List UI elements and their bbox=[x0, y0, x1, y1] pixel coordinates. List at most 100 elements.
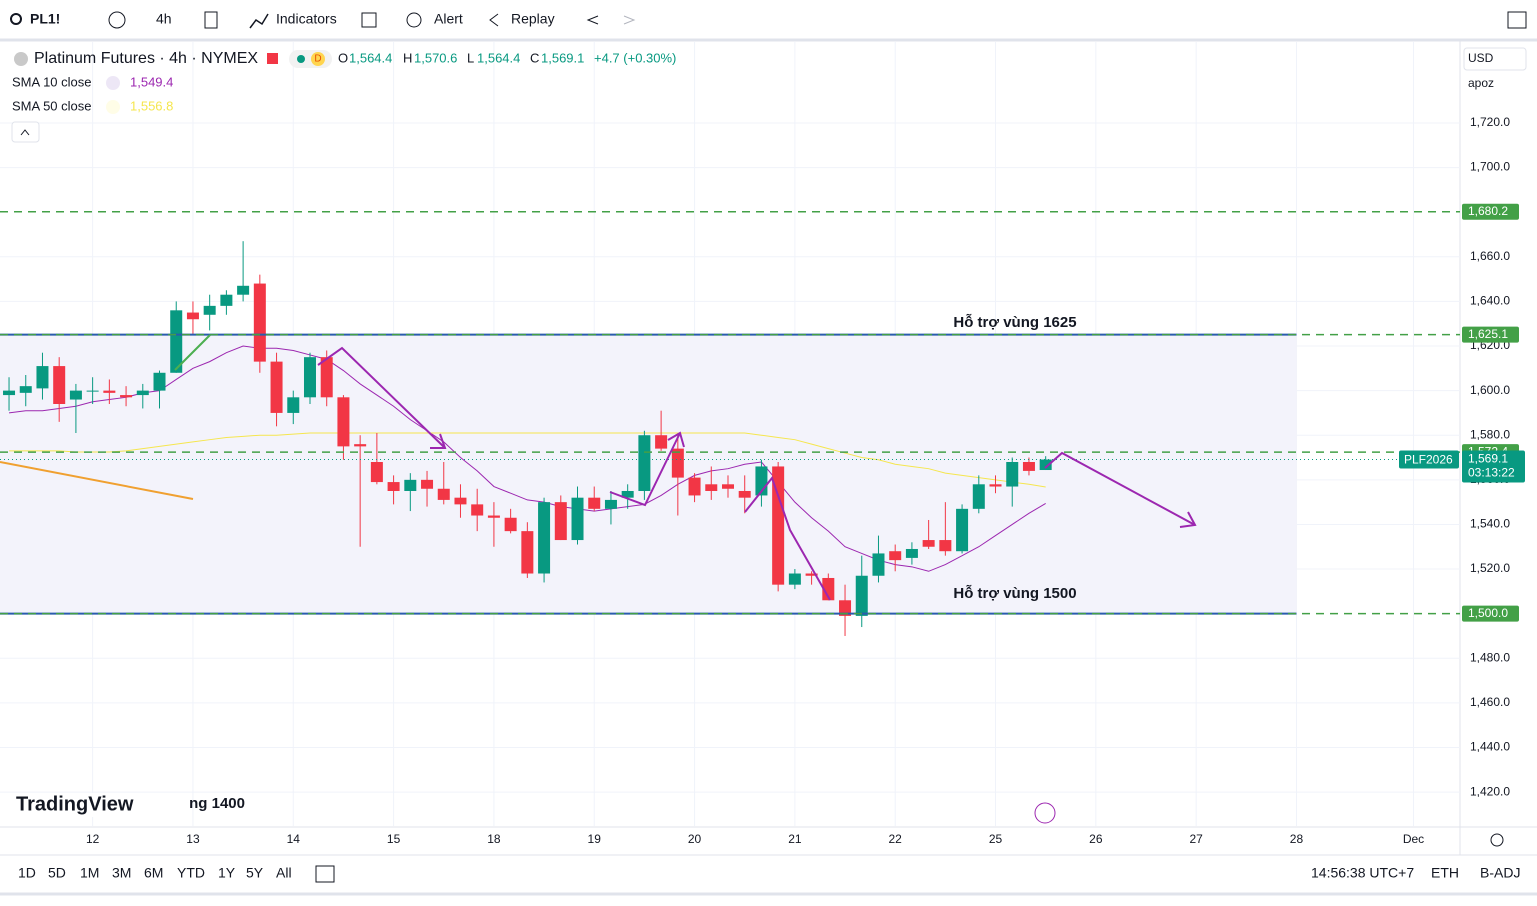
session: D bbox=[314, 54, 321, 65]
collapse[interactable] bbox=[11, 121, 40, 143]
settings[interactable] bbox=[1490, 833, 1504, 847]
x-tick-label: 12 bbox=[86, 832, 100, 846]
sma-icon[interactable] bbox=[106, 76, 120, 90]
symbol[interactable]: PL1! bbox=[30, 11, 60, 27]
candle-body bbox=[103, 390, 116, 393]
sma-value: 1,556.8 bbox=[130, 98, 173, 113]
candle-body bbox=[922, 540, 935, 547]
candle-body bbox=[203, 305, 216, 315]
indicators[interactable]: Indicators bbox=[276, 11, 337, 27]
l-value: 1,564.4 bbox=[477, 50, 520, 65]
candle-body bbox=[136, 390, 149, 396]
y-tick-label: 1,700.0 bbox=[1470, 160, 1510, 174]
alert-icon[interactable] bbox=[406, 12, 422, 28]
h-label: H bbox=[403, 50, 412, 65]
candle-body bbox=[688, 477, 701, 496]
flag bbox=[267, 53, 278, 64]
candle-body bbox=[404, 479, 417, 491]
chart-type-icon[interactable] bbox=[204, 11, 218, 29]
annotation: Hỗ trợ vùng 1625 bbox=[953, 314, 1076, 331]
candle-body bbox=[303, 357, 316, 398]
indicators-icon[interactable] bbox=[249, 13, 269, 29]
range-button[interactable]: 5D bbox=[48, 865, 66, 881]
candle-body bbox=[521, 531, 534, 574]
y-tick-label: 1,720.0 bbox=[1470, 115, 1510, 129]
layout-icon[interactable] bbox=[361, 12, 377, 28]
candle-body bbox=[454, 497, 467, 505]
candle-body bbox=[956, 508, 969, 552]
annotation: ng 1400 bbox=[189, 795, 245, 812]
candle-body bbox=[287, 397, 300, 413]
candle-body bbox=[253, 283, 266, 362]
redo[interactable] bbox=[623, 15, 636, 25]
candle-body bbox=[337, 397, 350, 447]
x-tick-label: 22 bbox=[889, 832, 903, 846]
l-label: L bbox=[467, 50, 474, 65]
fullscreen[interactable] bbox=[1507, 11, 1527, 29]
level-tag bbox=[1462, 203, 1519, 220]
h-value: 1,570.6 bbox=[414, 50, 457, 65]
add-icon[interactable] bbox=[108, 11, 126, 29]
candle-body bbox=[36, 366, 49, 389]
candle-body bbox=[872, 553, 885, 576]
search-icon[interactable] bbox=[10, 13, 22, 25]
interval[interactable]: 4h bbox=[156, 11, 172, 27]
candle-body bbox=[421, 479, 434, 489]
undo[interactable] bbox=[586, 15, 599, 25]
x-tick-label: 28 bbox=[1290, 832, 1304, 846]
trend-line bbox=[0, 461, 194, 500]
candle-body bbox=[588, 497, 601, 509]
range-button[interactable]: 1Y bbox=[218, 865, 236, 881]
candle-body bbox=[471, 504, 484, 516]
date-range-icon[interactable] bbox=[315, 865, 335, 883]
alert[interactable]: Alert bbox=[434, 11, 463, 27]
range-button[interactable]: 3M bbox=[112, 865, 131, 881]
x-tick-label: 20 bbox=[688, 832, 702, 846]
candle-body bbox=[788, 573, 801, 585]
sma-label: SMA 10 close bbox=[12, 74, 92, 89]
candle-body bbox=[538, 502, 551, 574]
currency[interactable]: USD bbox=[1468, 51, 1494, 65]
y-tick-label: 1,640.0 bbox=[1470, 294, 1510, 308]
x-tick-label: 18 bbox=[487, 832, 501, 846]
range-button[interactable]: 5Y bbox=[246, 865, 264, 881]
legend-title: Platinum Futures · 4h · NYMEX bbox=[34, 50, 258, 67]
logo[interactable]: TradingView bbox=[16, 793, 134, 815]
candle-body bbox=[905, 548, 918, 558]
range-button[interactable]: 1M bbox=[80, 865, 99, 881]
currency-box[interactable] bbox=[1463, 47, 1527, 71]
session-bg bbox=[311, 52, 325, 66]
candle-body bbox=[220, 294, 233, 306]
x-tick-label: 25 bbox=[989, 832, 1003, 846]
range-button[interactable]: 1D bbox=[18, 865, 36, 881]
clock[interactable]: 14:56:38 UTC+7 bbox=[1311, 865, 1414, 881]
level-label: 1,625.1 bbox=[1468, 327, 1508, 341]
flash-icon[interactable] bbox=[1034, 802, 1056, 824]
candle-body bbox=[487, 515, 500, 518]
collapse-icon bbox=[20, 129, 30, 136]
y-tick-label: 1,660.0 bbox=[1470, 249, 1510, 263]
replay[interactable]: Replay bbox=[511, 11, 555, 27]
adjustment[interactable]: B-ADJ bbox=[1480, 865, 1520, 881]
candle-body bbox=[86, 390, 99, 392]
price-tag bbox=[1462, 450, 1525, 483]
session[interactable]: ETH bbox=[1431, 865, 1459, 881]
bottom-bar: 14:56:38 UTC+7 ETH B-ADJ 1D 5D 1M 3M 6M YTD 1Y… bbox=[0, 854, 1537, 896]
range-button[interactable]: YTD bbox=[177, 865, 205, 881]
range-button[interactable]: 6M bbox=[144, 865, 163, 881]
level-label: 1,680.2 bbox=[1468, 204, 1508, 218]
scale-mode[interactable]: apoz bbox=[1468, 76, 1494, 90]
arrowhead bbox=[667, 431, 685, 448]
x-tick-label: 13 bbox=[186, 832, 200, 846]
candle-body bbox=[889, 551, 902, 561]
logo-bg bbox=[14, 793, 174, 817]
replay-icon[interactable] bbox=[489, 13, 499, 27]
trend-line bbox=[174, 334, 211, 371]
sma-icon[interactable] bbox=[106, 100, 120, 114]
candle-body bbox=[387, 482, 400, 491]
range-button[interactable]: All bbox=[276, 865, 292, 881]
arrow bbox=[744, 475, 831, 601]
candle-body bbox=[705, 484, 718, 491]
x-tick-label: 27 bbox=[1189, 832, 1203, 846]
